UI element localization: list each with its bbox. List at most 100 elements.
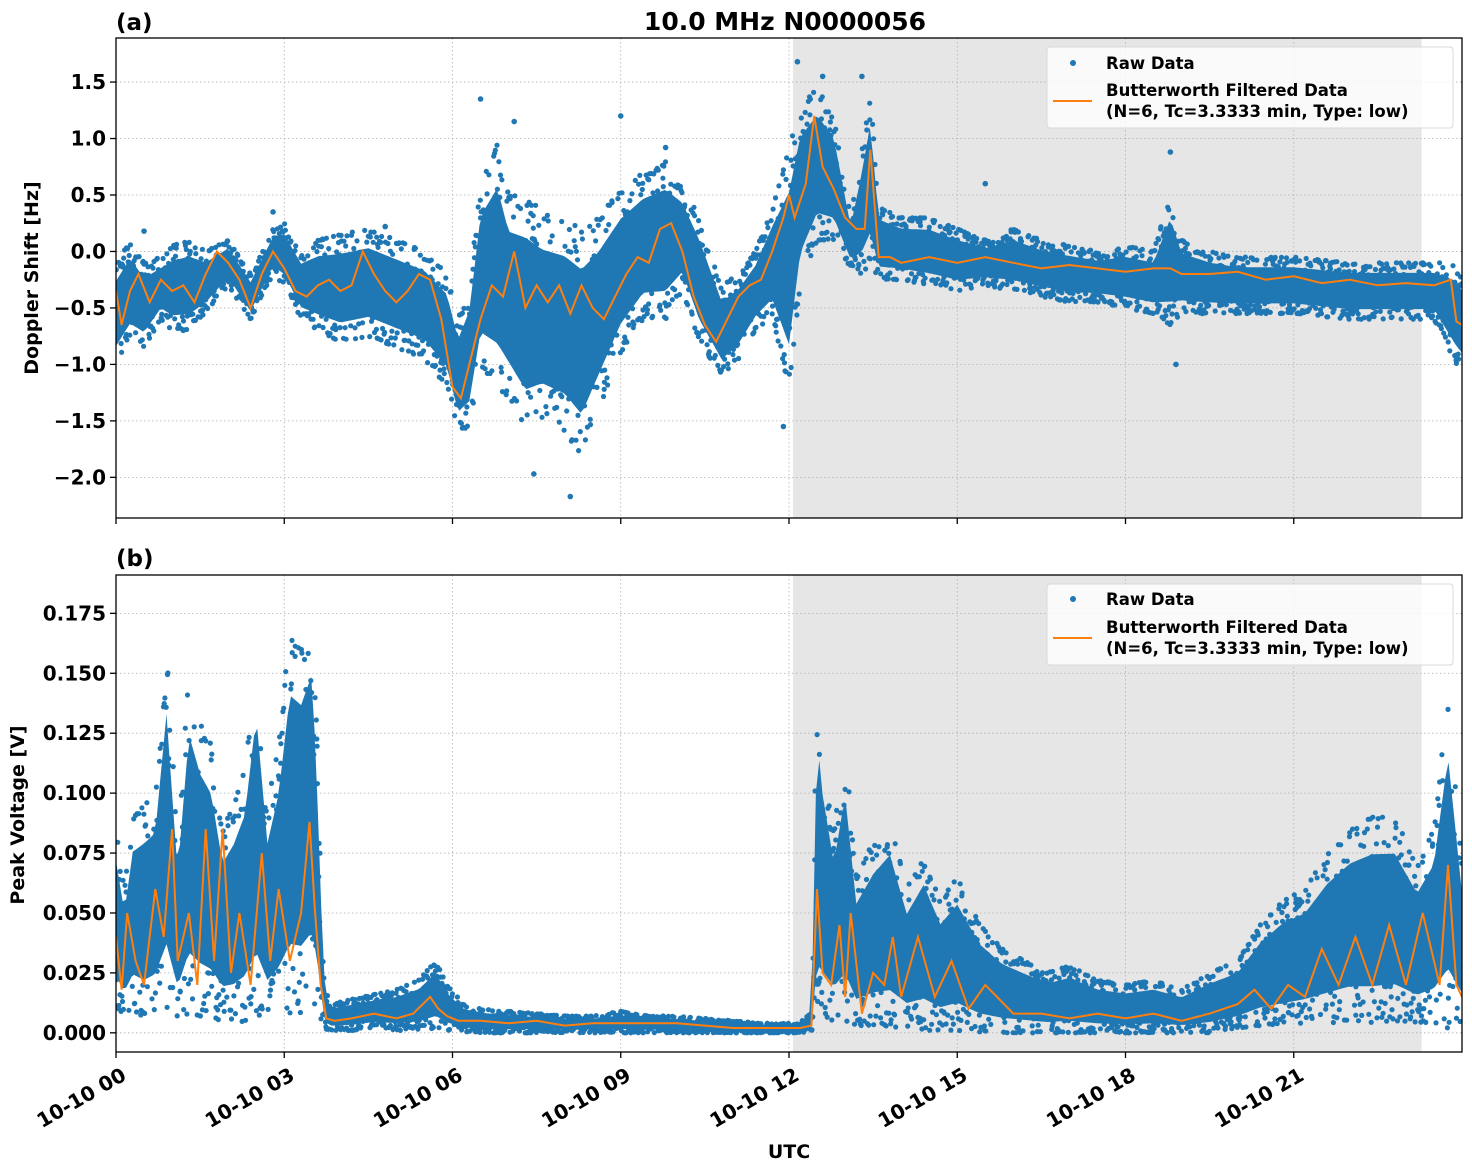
- raw-data-point: [236, 813, 242, 819]
- raw-data-point: [285, 986, 291, 992]
- raw-data-point: [1134, 299, 1140, 305]
- raw-data-point: [528, 1030, 534, 1036]
- raw-data-point: [1004, 281, 1010, 288]
- raw-data-point: [875, 266, 881, 272]
- raw-data-point: [154, 255, 160, 261]
- raw-data-point: [644, 307, 651, 313]
- raw-data-point: [927, 876, 934, 882]
- raw-data-point: [825, 236, 831, 242]
- raw-data-point: [893, 277, 900, 283]
- raw-data-point: [1187, 1024, 1193, 1030]
- raw-data-point: [827, 997, 833, 1003]
- raw-data-point: [829, 1017, 835, 1023]
- raw-data-point: [933, 280, 939, 287]
- raw-data-point: [1133, 254, 1139, 260]
- raw-data-point: [256, 1012, 262, 1018]
- raw-data-point: [821, 237, 827, 243]
- raw-data-point: [507, 375, 513, 381]
- raw-data-point: [1092, 1030, 1098, 1036]
- raw-data-point: [937, 898, 943, 904]
- raw-data-point: [359, 334, 365, 340]
- raw-data-point: [232, 813, 238, 819]
- raw-data-outlier-point: [1167, 149, 1174, 155]
- raw-data-point: [589, 1014, 595, 1020]
- raw-data-point: [464, 423, 470, 429]
- raw-data-point: [1254, 257, 1260, 263]
- raw-data-point: [1028, 962, 1034, 968]
- raw-data-point: [866, 1022, 872, 1028]
- raw-data-outlier-point: [794, 58, 801, 65]
- raw-data-point: [576, 448, 582, 454]
- raw-data-point: [794, 312, 800, 318]
- raw-data-point: [561, 427, 567, 433]
- raw-data-point: [162, 695, 168, 701]
- raw-data-point: [905, 1005, 911, 1011]
- raw-data-point: [213, 293, 219, 299]
- raw-data-point: [1320, 265, 1326, 271]
- raw-data-point: [769, 311, 775, 317]
- raw-data-point: [1158, 224, 1164, 230]
- raw-data-point: [463, 1004, 470, 1010]
- raw-data-point: [867, 100, 873, 106]
- raw-data-point: [1457, 274, 1462, 280]
- raw-data-point: [129, 983, 135, 990]
- raw-data-point: [600, 393, 607, 400]
- raw-data-point: [1443, 272, 1449, 278]
- raw-data-outlier-point: [382, 223, 389, 230]
- raw-data-point: [139, 805, 145, 811]
- raw-data-point: [764, 310, 770, 316]
- raw-data-point: [288, 681, 294, 687]
- raw-data-point: [715, 277, 722, 283]
- raw-data-point: [1200, 249, 1206, 255]
- raw-data-point: [144, 800, 150, 806]
- raw-data-point: [808, 253, 814, 259]
- raw-data-point: [471, 240, 477, 246]
- raw-data-point: [1277, 259, 1283, 265]
- raw-data-point: [981, 1023, 988, 1029]
- raw-data-point: [385, 240, 391, 247]
- raw-data-point: [312, 695, 318, 701]
- raw-data-point: [660, 184, 666, 190]
- raw-data-point: [1157, 303, 1163, 309]
- raw-data-point: [948, 286, 954, 292]
- raw-data-point: [283, 669, 289, 675]
- raw-data-point: [1232, 258, 1238, 265]
- raw-data-point: [492, 147, 498, 153]
- raw-data-point: [691, 204, 697, 210]
- raw-data-point: [170, 764, 176, 770]
- raw-data-point: [844, 998, 851, 1004]
- raw-data-point: [1289, 1012, 1295, 1018]
- raw-data-point: [1095, 299, 1101, 305]
- raw-data-point: [402, 241, 408, 247]
- raw-data-point: [539, 414, 545, 420]
- raw-data-point: [744, 1030, 750, 1036]
- raw-data-point: [170, 984, 176, 991]
- raw-data-point: [776, 183, 782, 189]
- raw-data-point: [1228, 1019, 1234, 1025]
- raw-data-point: [441, 366, 447, 372]
- raw-data-point: [988, 1021, 994, 1027]
- raw-data-point: [216, 242, 222, 248]
- raw-data-point: [1331, 306, 1337, 312]
- raw-data-point: [824, 229, 830, 235]
- raw-data-point: [819, 94, 825, 100]
- raw-data-point: [216, 992, 222, 998]
- raw-data-point: [541, 1028, 547, 1034]
- raw-data-point: [829, 990, 836, 996]
- raw-data-point: [175, 996, 181, 1002]
- raw-data-point: [1066, 243, 1072, 249]
- raw-data-point: [908, 271, 915, 277]
- raw-data-point: [590, 228, 596, 234]
- raw-data-point: [1344, 262, 1350, 268]
- raw-data-point: [627, 198, 633, 204]
- raw-data-point: [575, 412, 581, 418]
- raw-data-point: [863, 120, 870, 126]
- raw-data-point: [796, 291, 802, 297]
- raw-data-point: [273, 757, 279, 763]
- raw-data-point: [923, 1025, 929, 1031]
- raw-data-point: [314, 249, 320, 255]
- raw-data-point: [1325, 314, 1331, 320]
- raw-data-point: [425, 360, 431, 366]
- raw-data-point: [291, 989, 298, 995]
- raw-data-point: [1159, 983, 1166, 989]
